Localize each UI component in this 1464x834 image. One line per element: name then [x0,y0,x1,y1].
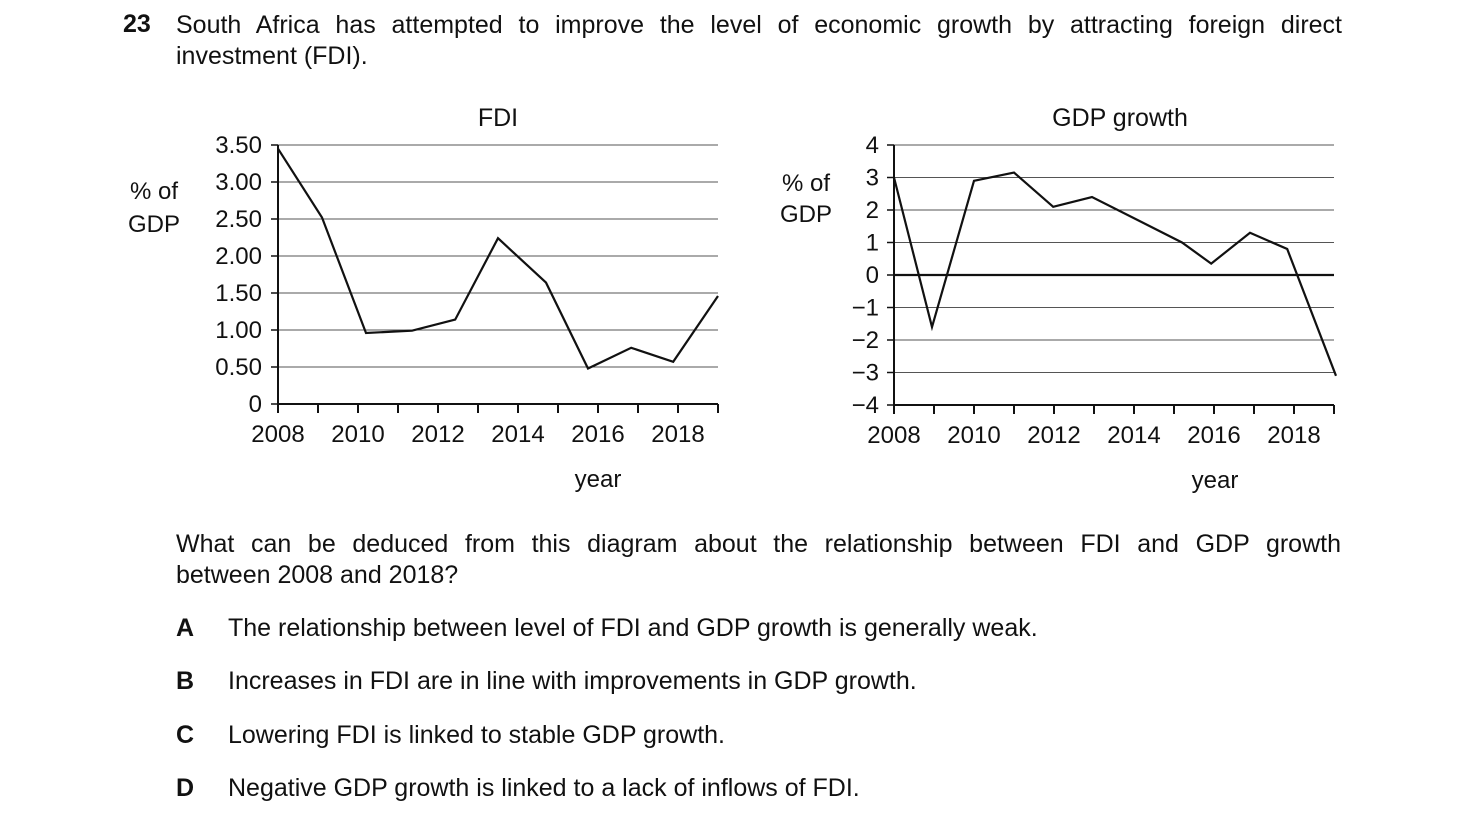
fdi-y-tick-label: 2.00 [215,243,262,270]
fdi-y-axis-label-line-2: GDP [128,211,180,238]
question-number: 23 [123,10,151,38]
gdp-x-axis-label: year [1192,467,1239,494]
gdp-y-tick-label: −3 [852,360,879,387]
stem-line-2: investment (FDI). [176,42,368,70]
option-text: Lowering FDI is linked to stable GDP gro… [228,721,725,749]
gdp-x-tick-label: 2010 [947,422,1000,449]
gdp-y-axis-label-line-1: % of [782,170,830,197]
fdi-x-tick-label: 2016 [571,421,624,448]
option-letter: D [176,774,195,802]
gdp-y-tick-label: −4 [852,392,879,419]
fdi-y-tick-label: 2.50 [215,206,262,233]
fdi-x-tick-label: 2010 [331,421,384,448]
option-letter: C [176,721,195,749]
gdp-y-tick-label: 0 [866,262,879,289]
gdp-chart-title: GDP growth [1052,104,1188,132]
fdi-y-axis-label-line-1: % of [130,178,178,205]
fdi-chart-title: FDI [478,104,518,132]
fdi-x-tick-label: 2012 [411,421,464,448]
fdi-chart-svg: FDI % of GDP 3.50 3.00 2.50 2.00 1.50 1.00 0.50 0 2… [128,104,719,493]
fdi-y-tick-label: 3.00 [215,169,262,196]
gdp-y-tick-label: 2 [866,197,879,224]
fdi-chart: FDI % of GDP 3.50 3.00 2.50 2.00 1.50 1.00 0.50 0 2… [0,100,740,505]
option-text: Negative GDP growth is linked to a lack … [228,774,860,802]
gdp-y-tick-label: 1 [866,230,879,257]
gdp-y-tick-label: −2 [852,327,879,354]
gdp-y-tick-label: 4 [866,132,879,159]
gdp-x-tick-label: 2018 [1267,422,1320,449]
fdi-x-tick-label: 2018 [651,421,704,448]
fdi-y-tick-label: 3.50 [215,132,262,159]
prompt-line-1: What can be deduced from this diagram ab… [176,530,1341,558]
gdp-growth-chart: GDP growth % of GDP 4 3 2 1 0 −1 −2 −3 −4 2008 2010 20… [0,100,1400,505]
gdp-y-tick-label: −1 [852,295,879,322]
question-stem: South Africa has attempted to improve th… [176,10,1342,72]
fdi-y-tick-label: 0.50 [215,354,262,381]
gdp-y-axis-label-line-2: GDP [780,201,832,228]
gdp-x-tick-label: 2016 [1187,422,1240,449]
question-prompt: What can be deduced from this diagram ab… [176,529,1341,591]
fdi-x-tick-label: 2008 [251,421,304,448]
option-letter: A [176,614,195,642]
gdp-x-tick-label: 2008 [867,422,920,449]
gdp-y-tick-label: 3 [866,165,879,192]
gdp-growth-chart-svg: GDP growth % of GDP 4 3 2 1 0 −1 −2 −3 −4 2008 2010 20… [780,104,1338,494]
fdi-y-tick-label: 1.50 [215,280,262,307]
fdi-series-line [277,148,719,370]
gdp-x-tick-label: 2014 [1107,422,1160,449]
fdi-x-axis-label: year [575,466,622,493]
prompt-line-2: between 2008 and 2018? [176,561,459,589]
fdi-y-tick-label: 1.00 [215,317,262,344]
option-letter: B [176,667,195,695]
gdp-x-tick-label: 2012 [1027,422,1080,449]
option-text: The relationship between level of FDI an… [228,614,1038,642]
fdi-y-tick-label: 0 [249,391,262,418]
option-text: Increases in FDI are in line with improv… [228,667,917,695]
fdi-x-tick-label: 2014 [491,421,544,448]
stem-line-1: South Africa has attempted to improve th… [176,11,1342,39]
